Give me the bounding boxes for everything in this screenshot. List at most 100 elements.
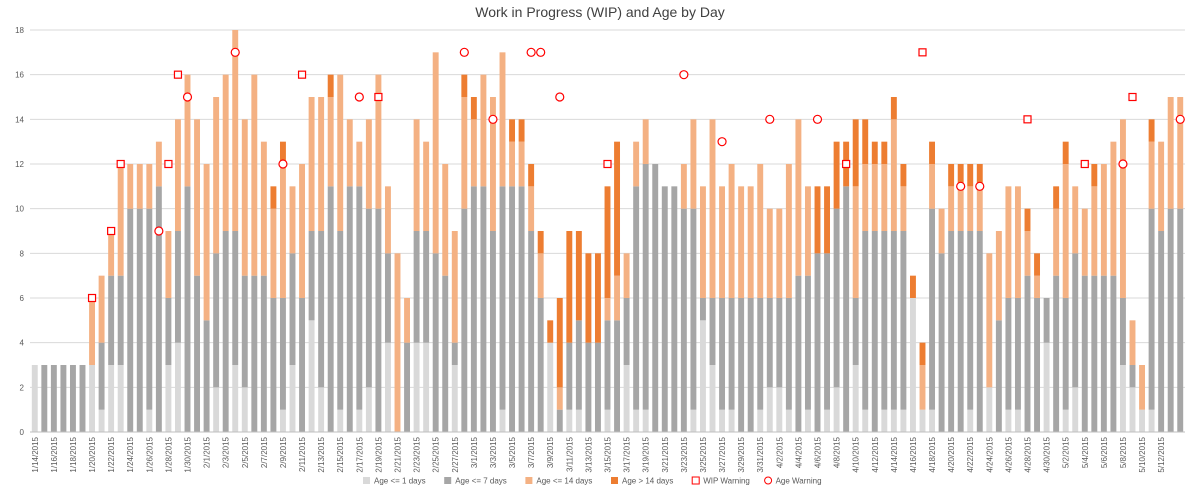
legend-age-marker (764, 476, 773, 485)
bar-segment (776, 208, 783, 298)
bar-segment (108, 275, 115, 365)
bar-segment (604, 298, 611, 321)
bar-segment (337, 74, 344, 232)
bar-segment (365, 119, 372, 209)
bar-segment (270, 186, 277, 209)
bar-segment (155, 141, 162, 187)
bar-segment (976, 186, 983, 231)
chart-title: Work in Progress (WIP) and Age by Day (475, 4, 725, 20)
y-tick-label: 14 (15, 115, 24, 124)
age-warning-marker (765, 114, 775, 124)
bar-segment (1072, 253, 1079, 388)
bar-segment (241, 119, 248, 276)
bar-segment (652, 164, 659, 432)
bar-segment (528, 186, 535, 231)
bar-segment (699, 186, 706, 298)
bar-segment (690, 208, 697, 410)
bar-segment (776, 387, 783, 432)
bar-segment (1072, 186, 1079, 254)
wip-warning-marker (173, 70, 183, 79)
bar-segment (929, 164, 936, 209)
bar-segment (547, 342, 554, 432)
x-tick-label: 2/13/2015 (317, 436, 326, 472)
bar-segment (442, 164, 449, 276)
bar-segment (194, 119, 201, 276)
bar-segment (98, 342, 105, 410)
bar-segment (614, 141, 621, 276)
age-warning-marker (812, 114, 823, 124)
bar-segment (404, 342, 411, 432)
x-tick-label: 2/3/2015 (222, 436, 231, 468)
bar-segment (537, 253, 544, 298)
bar-segment (738, 298, 745, 432)
age-warning-marker (1118, 159, 1128, 169)
bar-segment (165, 298, 172, 365)
bar-segment (919, 342, 926, 365)
x-tick-label: 3/15/2015 (604, 436, 613, 472)
bar-segment (719, 186, 726, 298)
bar-segment (480, 186, 487, 432)
bar-segment (232, 30, 239, 231)
bar-segment (461, 97, 468, 209)
x-tick-label: 3/27/2015 (718, 436, 727, 472)
bar-segment (824, 186, 831, 254)
x-tick-label: 3/25/2015 (699, 436, 708, 472)
bar-segment (98, 275, 105, 343)
bar-segment (671, 186, 678, 432)
bar-segment (680, 208, 687, 432)
bar-segment (804, 275, 811, 410)
bar-segment (451, 231, 458, 343)
x-tick-label: 1/30/2015 (184, 436, 193, 472)
wip-warning-marker (1128, 92, 1137, 102)
x-tick-label: 2/19/2015 (374, 436, 383, 472)
bar-segment (299, 298, 306, 432)
bar-segment (585, 253, 592, 343)
bar-segment (642, 409, 649, 432)
bar-segment (862, 409, 869, 432)
wip-warning-marker (87, 293, 97, 303)
bar-segment (260, 275, 267, 432)
bar-segment (1091, 186, 1098, 276)
bar-segment (108, 365, 115, 432)
y-tick-label: 6 (20, 294, 25, 303)
bar-segment (241, 387, 248, 432)
bar-segment (1091, 275, 1098, 432)
bar-segment (404, 298, 411, 343)
wip-warning-marker (164, 159, 173, 169)
x-tick-label: 3/21/2015 (661, 436, 670, 472)
bar-segment (824, 253, 831, 410)
bar-segment (318, 97, 325, 231)
bar-segment (537, 298, 544, 432)
bar-segment (728, 409, 735, 432)
bar-segment (929, 409, 936, 432)
x-tick-label: 2/9/2015 (279, 436, 288, 468)
bar-segment (489, 231, 496, 432)
bar-segment (136, 164, 143, 209)
bar-segment (127, 164, 134, 209)
x-tick-label: 2/11/2015 (298, 436, 307, 472)
x-tick-label: 3/23/2015 (680, 436, 689, 472)
bar-segment (432, 253, 439, 432)
age-warning-marker (526, 47, 536, 57)
x-tick-label: 4/24/2015 (985, 436, 994, 472)
bar-segment (1148, 141, 1155, 209)
bar-segment (432, 52, 439, 254)
y-tick-label: 2 (20, 383, 25, 392)
x-tick-label: 2/17/2015 (355, 436, 364, 472)
x-tick-label: 1/28/2015 (164, 436, 173, 472)
x-tick-label: 3/3/2015 (489, 436, 498, 468)
wip-warning-marker (374, 92, 383, 102)
y-tick-label: 4 (20, 339, 25, 348)
bar-segment (881, 141, 888, 164)
x-tick-label: 3/31/2015 (756, 436, 765, 472)
bar-segment (232, 365, 239, 432)
bar-segment (594, 342, 601, 432)
bar-segment (451, 342, 458, 365)
bar-segment (633, 141, 640, 187)
bar-segment (566, 342, 573, 410)
bar-segment (356, 409, 363, 432)
x-tick-label: 4/20/2015 (947, 436, 956, 472)
bar-segment (614, 275, 621, 321)
bar-segment (308, 97, 315, 231)
